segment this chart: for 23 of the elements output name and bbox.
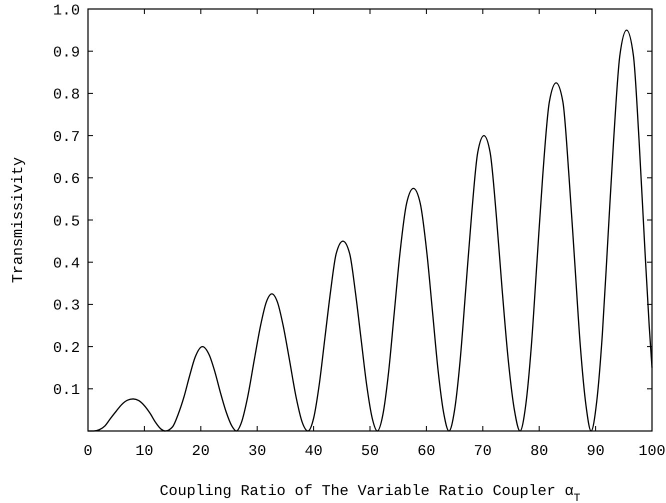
x-tick-label: 10 <box>135 443 154 460</box>
y-tick-label: 0.5 <box>52 213 80 230</box>
x-tick-label: 70 <box>474 443 492 460</box>
y-tick-label: 0.6 <box>52 171 80 188</box>
x-tick-label: 30 <box>248 443 266 460</box>
x-tick-label: 90 <box>586 443 605 460</box>
x-tick-label: 0 <box>83 443 93 460</box>
x-tick-label: 50 <box>360 443 380 460</box>
x-tick-label: 40 <box>304 443 323 460</box>
y-tick-label: 0.4 <box>52 255 80 272</box>
x-axis-title: Coupling Ratio of The Variable Ratio Coupler α$_{T}$ <box>160 483 581 503</box>
x-tick-label: 60 <box>417 443 436 460</box>
y-axis-title: Transmissivity <box>10 156 27 284</box>
x-tick-label: 80 <box>530 443 548 460</box>
y-tick-label: 0.7 <box>52 128 80 146</box>
x-tick-label: 20 <box>192 443 210 460</box>
y-tick-label: 0.1 <box>52 382 80 400</box>
y-tick-label: 1.0 <box>52 2 80 20</box>
x-tick-label: 100 <box>638 443 666 460</box>
y-tick-label: 0.8 <box>52 86 80 104</box>
y-tick-label: 0.9 <box>52 44 80 62</box>
y-tick-label: 0.2 <box>52 340 80 357</box>
y-tick-label: 0.3 <box>52 298 80 315</box>
